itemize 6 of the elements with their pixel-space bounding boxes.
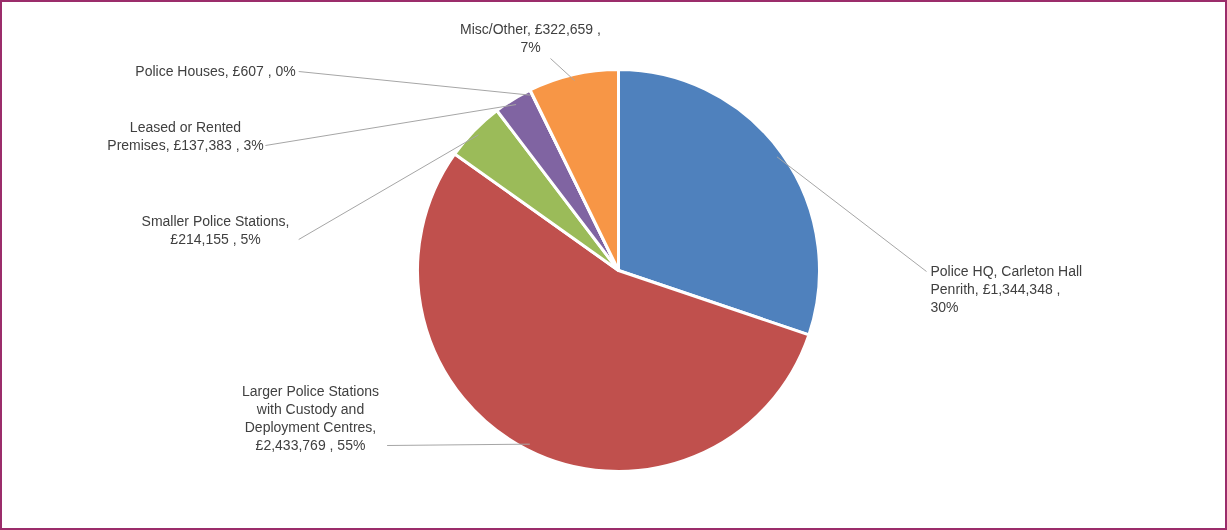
slice-label: Smaller Police Stations, £214,155 , 5% (141, 212, 290, 247)
slice-label: Police HQ, Carleton Hall Penrith, £1,344,348 , 30% (930, 262, 1083, 315)
slice-label: Leased or Rented Premises, £137,383 , 3% (107, 118, 264, 153)
slice-label: Misc/Other, £322,659 , 7% (460, 20, 601, 55)
slice-label: Larger Police Stations with Custody and Deployment Centres, £2,433,769 , 55% (242, 382, 379, 453)
slice-label: Police Houses, £607 , 0% (135, 62, 296, 79)
